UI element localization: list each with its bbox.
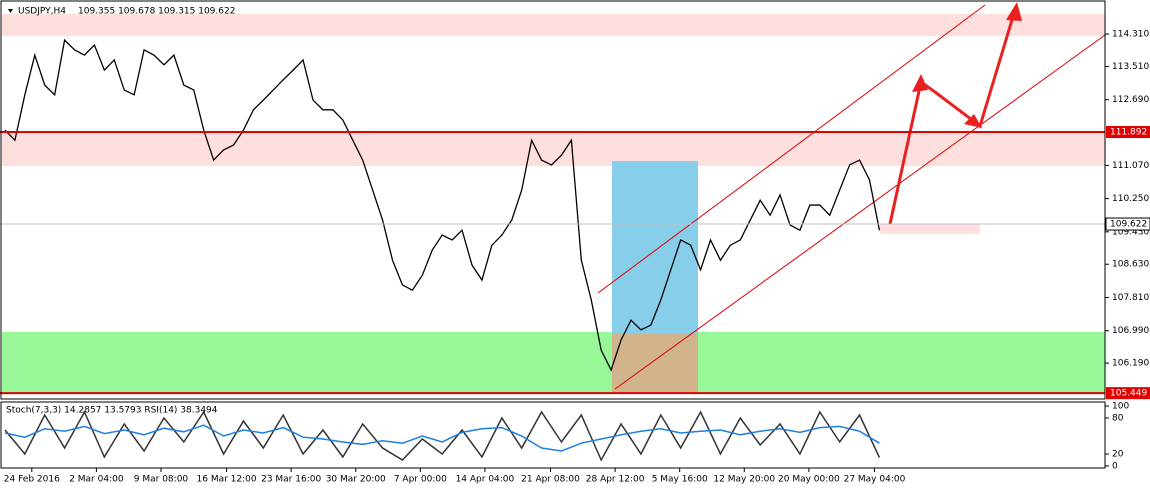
y-tick-label: 112.690: [1112, 95, 1149, 105]
main-frame: [0, 0, 1106, 400]
level-tag: [1106, 126, 1150, 139]
y-tick-label: 80: [1112, 414, 1124, 424]
small-zone: [880, 224, 980, 234]
series-line: [4, 410, 881, 462]
x-tick-label: 24 Feb 2016: [4, 475, 60, 485]
level-label: 111.892: [1110, 128, 1147, 138]
y-tick-label: 110.250: [1112, 194, 1149, 204]
x-tick-label: 30 Mar 20:00: [326, 475, 386, 485]
menu-arrow: [8, 9, 13, 13]
support-zone: [2, 332, 1105, 394]
channel-line: [614, 34, 1106, 390]
y-tick-label: 107.810: [1112, 293, 1149, 303]
y-tick-label: 0: [1112, 462, 1118, 472]
y-tick-label: 111.070: [1112, 161, 1149, 171]
plot: [0, 38, 1105, 462]
y-tick-label: 113.510: [1112, 62, 1149, 72]
price-tag: [1105, 217, 1150, 231]
resistance-zone: [2, 14, 1105, 36]
x-tick-label: 16 Mar 12:00: [197, 475, 257, 485]
x-tick-label: 12 May 20:00: [713, 475, 775, 485]
x-tick-label: 21 Apr 08:00: [521, 475, 580, 485]
symbol-title: USDJPY,H4: [18, 7, 66, 17]
x-tick-label: 27 May 04:00: [844, 475, 906, 485]
x-tick-label: 5 May 16:00: [652, 475, 708, 485]
x-tick-label: 20 May 00:00: [778, 475, 840, 485]
x-tick-label: 7 Apr 00:00: [394, 475, 447, 485]
y-tick-label: 106.990: [1112, 326, 1149, 336]
y-tick-label: 100: [1112, 402, 1129, 412]
x-tick-label: 9 Mar 08:00: [134, 475, 189, 485]
arrow-head: [964, 114, 982, 128]
arrows: [888, 9, 1017, 225]
level-tag: [1106, 387, 1150, 400]
osc-title: Stoch(7,3,3) 14.2857 13.5793 RSI(14) 38.…: [6, 406, 218, 416]
y-tick-label: 109.430: [1112, 227, 1149, 237]
box-tan: [612, 333, 698, 393]
resistance-zone: [2, 132, 1105, 166]
x-tick-label: 23 Mar 16:00: [261, 475, 321, 485]
y-tick-label: 108.630: [1112, 260, 1149, 270]
x-tick-label: 14 Apr 04:00: [456, 475, 515, 485]
box-blue: [612, 161, 698, 333]
y-tick-label: 106.190: [1112, 359, 1149, 369]
series-line: [4, 424, 880, 452]
series-line: [4, 38, 881, 372]
x-tick-label: 2 Mar 04:00: [69, 475, 124, 485]
price-label: 109.622: [1110, 220, 1147, 230]
level-label: 105.449: [1110, 389, 1147, 399]
channel-line: [597, 4, 986, 294]
arrow-head: [912, 74, 928, 92]
y-tick-label: 114.310: [1112, 30, 1149, 40]
arrow-head: [1006, 2, 1022, 21]
ohlc: 109.355 109.678 109.315 109.622: [78, 7, 235, 17]
osc-frame: [0, 401, 1106, 469]
y-tick-label: 20: [1112, 450, 1124, 460]
x-tick-label: 28 Apr 12:00: [586, 475, 645, 485]
